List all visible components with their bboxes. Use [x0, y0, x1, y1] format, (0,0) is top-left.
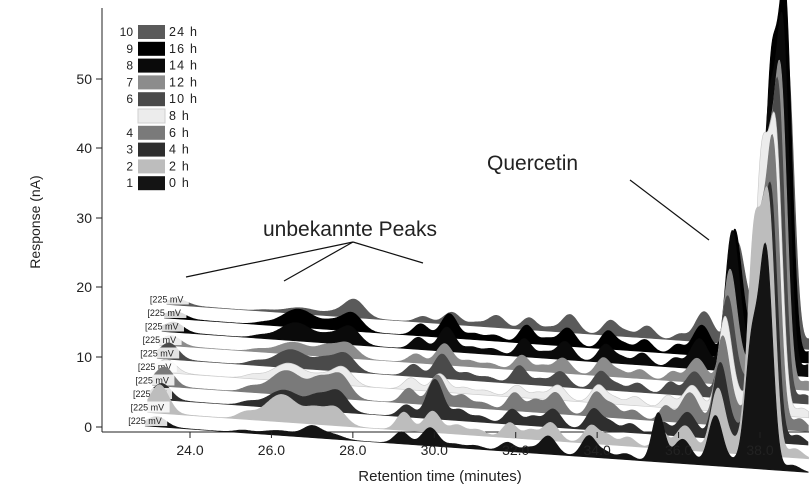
legend-swatch — [138, 159, 165, 174]
traces-layer: [225 mV [225 mV [225 mV [225 mV [225 mV [225 … — [127, 0, 809, 473]
legend-index: 1 — [126, 176, 133, 190]
trace-tag-bg — [144, 320, 185, 332]
y-axis-label: Response (nA) — [27, 175, 43, 268]
legend-swatch — [137, 108, 166, 124]
trace-tag-label: [225 mV — [133, 389, 167, 399]
trace-tag-bg — [134, 374, 175, 386]
x-tick-label: 32.0 — [502, 442, 529, 458]
legend-swatch — [138, 142, 165, 157]
annotation-unknown-peaks-pointer — [283, 241, 354, 282]
x-tick-label: 28.0 — [339, 442, 366, 458]
trace-tag-bg — [139, 347, 180, 359]
trace-tag-bg — [141, 334, 182, 345]
legend-label: 6 h — [169, 126, 190, 140]
legend-index: 3 — [126, 143, 133, 157]
legend-index: 8 — [126, 59, 133, 73]
trace-tag-bg — [136, 361, 177, 372]
legend-label: 24 h — [169, 25, 198, 39]
legend-index: 6 — [126, 92, 133, 106]
trace-tag-label: [225 mV — [128, 416, 162, 426]
y-tick-label: 20 — [76, 279, 92, 295]
trace-24h — [166, 43, 809, 350]
legend-label: 16 h — [169, 42, 198, 56]
x-axis-label: Retention time (minutes) — [358, 468, 521, 485]
annotation-unknown-peaks: unbekannte Peaks — [263, 218, 437, 241]
y-tick-label: 10 — [76, 349, 92, 365]
trace-tag-bg — [146, 307, 187, 318]
trace-tag-label: [225 mV — [143, 335, 177, 345]
legend: 10 24 h9 16 h8 14 h7 12 h6 10 h8 h4 6 h3 4 h2 2 … — [120, 25, 198, 191]
ticks-layer: 24.0 26.0 28.0 30.0 32.0 34.0 36.0 38.0 0 10 20 30 4… — [76, 71, 773, 458]
legend-label: 0 h — [169, 176, 190, 190]
legend-label: 8 h — [169, 109, 190, 123]
x-tick-label: 26.0 — [258, 442, 285, 458]
legend-label: 10 h — [169, 92, 198, 106]
trace-tag-label: [225 mV — [150, 295, 184, 305]
annotation-unknown-peaks-pointer — [352, 241, 424, 264]
annotation-quercetin-pointer — [629, 179, 710, 241]
trace-6h — [152, 133, 809, 432]
legend-swatch — [138, 75, 165, 90]
legend-swatch — [138, 176, 165, 191]
y-tick-label: 50 — [76, 71, 92, 87]
trace-tag-label: [225 mV — [145, 322, 179, 332]
trace-0h — [144, 242, 809, 473]
trace-tag-bg — [127, 415, 168, 426]
legend-swatch — [138, 58, 165, 73]
legend-swatch — [138, 125, 165, 140]
trace-tag-bg — [148, 293, 189, 305]
x-tick-label: 30.0 — [421, 442, 448, 458]
legend-label: 4 h — [169, 143, 190, 157]
legend-label: 14 h — [169, 59, 198, 73]
trace-14h — [161, 12, 809, 378]
legend-swatch — [138, 41, 165, 56]
legend-label: 2 h — [169, 159, 190, 173]
legend-swatch — [138, 92, 165, 107]
legend-index: 2 — [126, 159, 133, 173]
legend-swatch — [138, 25, 165, 39]
annotation-unknown-peaks-pointer — [185, 241, 354, 278]
legend-label: 12 h — [169, 75, 198, 89]
legend-index: 4 — [126, 126, 133, 140]
y-tick-label: 30 — [76, 210, 92, 226]
trace-8h — [154, 111, 809, 419]
annotations-layer: Quercetin unbekannte Peaks — [185, 152, 710, 282]
legend-index: 9 — [126, 42, 133, 56]
trace-tag-label: [225 mV — [147, 308, 181, 318]
annotation-quercetin: Quercetin — [487, 152, 578, 175]
x-tick-label: 38.0 — [746, 442, 773, 458]
trace-12h — [159, 59, 809, 391]
trace-tag-bg — [129, 401, 170, 413]
trace-16h — [164, 0, 809, 364]
trace-10h — [156, 76, 809, 405]
trace-tag-label: [225 mV — [138, 362, 172, 372]
legend-index: 10 — [120, 25, 134, 39]
trace-tag-label: [225 mV — [140, 349, 174, 359]
legend-index: 7 — [126, 75, 133, 89]
x-tick-label: 24.0 — [176, 442, 203, 458]
y-tick-label: 40 — [76, 140, 92, 156]
x-tick-label: 36.0 — [665, 442, 692, 458]
y-tick-label: 0 — [84, 419, 92, 435]
trace-tag-label: [225 mV — [131, 403, 165, 413]
x-tick-label: 34.0 — [584, 442, 611, 458]
trace-tag-label: [225 mV — [135, 376, 169, 386]
